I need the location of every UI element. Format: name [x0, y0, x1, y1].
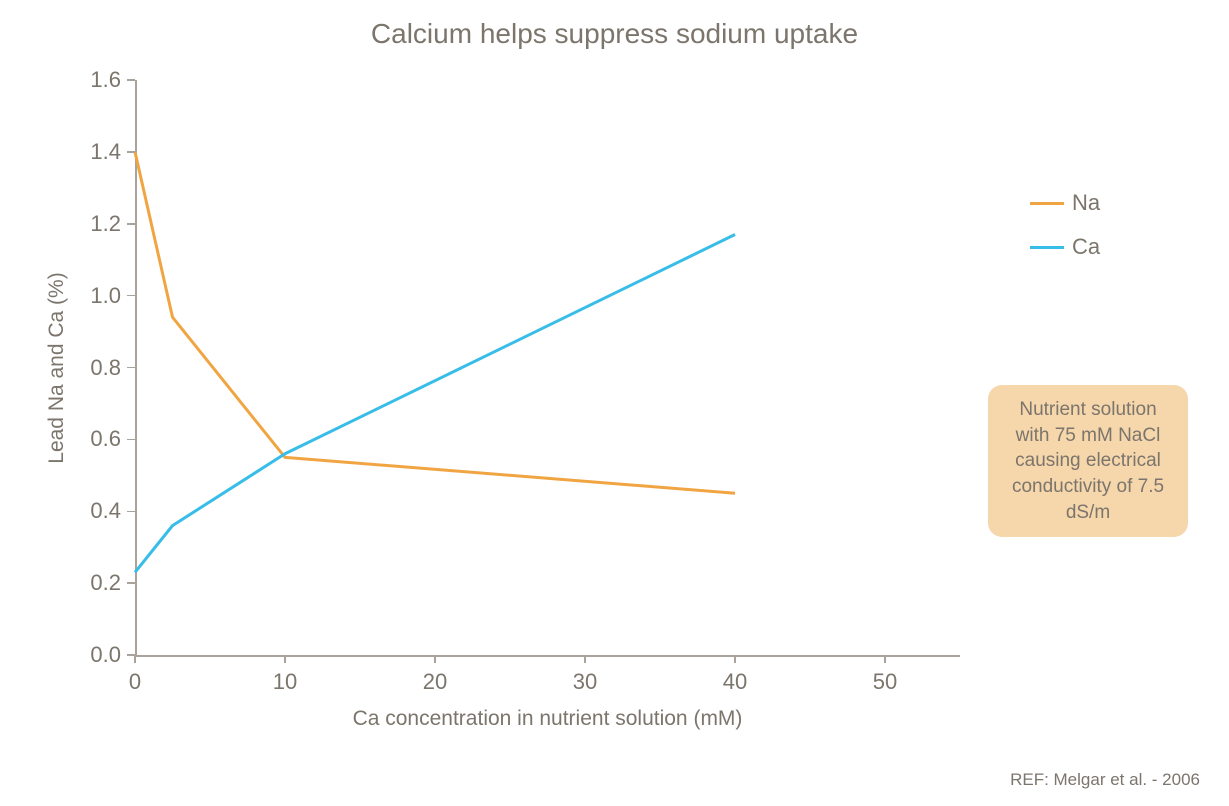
legend-label: Na — [1072, 190, 1100, 216]
x-axis-line — [135, 655, 960, 657]
x-tick — [734, 655, 736, 663]
x-tick-label: 10 — [273, 669, 297, 695]
legend: Na Ca — [1030, 190, 1100, 278]
x-tick-label: 30 — [573, 669, 597, 695]
y-tick — [127, 582, 135, 584]
y-tick-label: 0.0 — [75, 642, 121, 668]
legend-swatch — [1030, 246, 1064, 249]
legend-item-ca: Ca — [1030, 234, 1100, 260]
x-tick — [434, 655, 436, 663]
y-tick — [127, 367, 135, 369]
y-tick — [127, 223, 135, 225]
series-lines — [135, 80, 960, 655]
y-tick-label: 1.0 — [75, 283, 121, 309]
x-tick — [584, 655, 586, 663]
y-tick — [127, 79, 135, 81]
y-tick — [127, 151, 135, 153]
y-tick-label: 0.4 — [75, 498, 121, 524]
reference-citation: REF: Melgar et al. - 2006 — [1010, 770, 1200, 790]
legend-swatch — [1030, 202, 1064, 205]
legend-label: Ca — [1072, 234, 1100, 260]
annotation-box: Nutrient solution with 75 mM NaCl causin… — [988, 385, 1188, 537]
y-tick-label: 1.2 — [75, 211, 121, 237]
x-tick-label: 50 — [873, 669, 897, 695]
y-tick-label: 1.4 — [75, 139, 121, 165]
y-tick-label: 0.2 — [75, 570, 121, 596]
line-chart: Calcium helps suppress sodium uptake 0.0… — [0, 0, 1229, 806]
y-axis-title: Lead Na and Ca (%) — [45, 272, 69, 463]
series-line-na — [135, 152, 735, 493]
x-tick-label: 0 — [129, 669, 141, 695]
x-tick — [134, 655, 136, 663]
x-tick-label: 20 — [423, 669, 447, 695]
chart-title: Calcium helps suppress sodium uptake — [0, 0, 1229, 50]
y-tick — [127, 511, 135, 513]
x-tick-label: 40 — [723, 669, 747, 695]
x-axis-title: Ca concentration in nutrient solution (m… — [353, 707, 743, 731]
legend-item-na: Na — [1030, 190, 1100, 216]
plot-area: 0.00.20.40.60.81.01.21.41.601020304050 — [135, 80, 960, 655]
y-tick — [127, 295, 135, 297]
y-tick — [127, 439, 135, 441]
y-tick-label: 0.6 — [75, 426, 121, 452]
y-tick-label: 1.6 — [75, 67, 121, 93]
x-tick — [284, 655, 286, 663]
x-tick — [884, 655, 886, 663]
series-line-ca — [135, 235, 735, 573]
y-tick-label: 0.8 — [75, 355, 121, 381]
